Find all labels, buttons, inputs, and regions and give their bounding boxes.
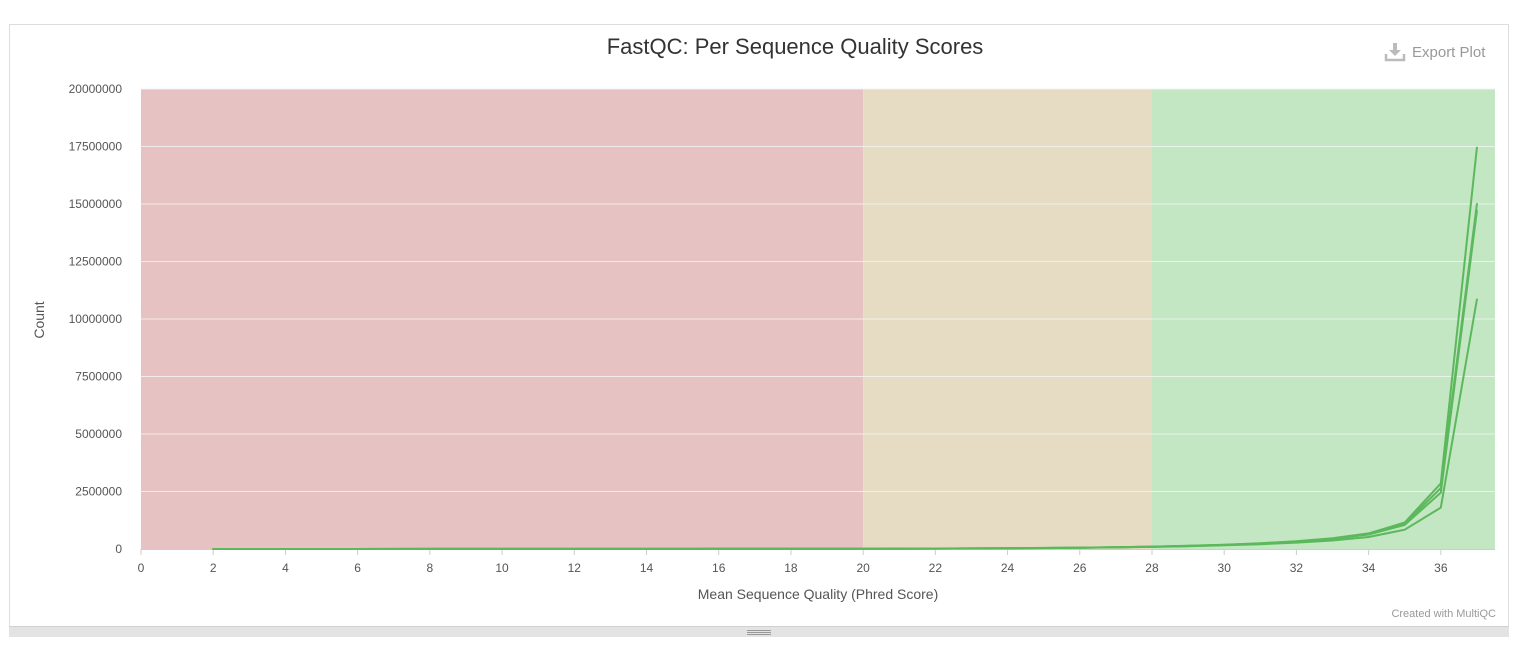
- x-tick-label: 36: [1434, 561, 1448, 575]
- x-tick-label: 26: [1073, 561, 1087, 575]
- export-plot-label: Export Plot: [1412, 43, 1486, 61]
- y-tick-label: 12500000: [69, 255, 123, 269]
- export-plot-button[interactable]: Export Plot: [1384, 42, 1485, 62]
- y-tick-label: 15000000: [69, 197, 123, 211]
- y-tick-label: 10000000: [69, 312, 123, 326]
- grip-icon: [747, 630, 771, 635]
- x-tick-label: 2: [210, 561, 217, 575]
- series-lines: [212, 146, 1478, 550]
- x-tick-label: 22: [929, 561, 943, 575]
- multiqc-credit: Created with MultiQC: [1391, 608, 1496, 620]
- x-tick-label: 30: [1218, 561, 1232, 575]
- x-axis-label: Mean Sequence Quality (Phred Score): [698, 586, 938, 602]
- y-tick-label: 2500000: [75, 485, 122, 499]
- x-tick-label: 6: [354, 561, 361, 575]
- axes: 0 2500000 5000000 7500000 10000000 12500000 15…: [69, 82, 1495, 575]
- x-tick-label: 14: [640, 561, 654, 575]
- x-tick-label: 24: [1001, 561, 1015, 575]
- y-tick-label: 20000000: [69, 82, 123, 96]
- x-tick-label: 34: [1362, 561, 1376, 575]
- plot-resize-handle[interactable]: [9, 626, 1509, 637]
- x-tick-label: 12: [568, 561, 582, 575]
- chart-title: FastQC: Per Sequence Quality Scores: [607, 34, 984, 59]
- x-tick-label: 20: [856, 561, 870, 575]
- x-tick-label: 16: [712, 561, 726, 575]
- y-tick-label: 5000000: [75, 427, 122, 441]
- x-tick-label: 4: [282, 561, 289, 575]
- y-tick-label: 0: [115, 542, 122, 556]
- x-tick-label: 0: [138, 561, 145, 575]
- x-tick-label: 32: [1290, 561, 1304, 575]
- y-axis-label: Count: [31, 301, 47, 338]
- series-line-4[interactable]: [212, 298, 1478, 550]
- x-tick-label: 8: [427, 561, 434, 575]
- download-icon: [1384, 42, 1406, 62]
- x-tick-label: 18: [784, 561, 798, 575]
- x-tick-label: 28: [1145, 561, 1159, 575]
- y-tick-label: 7500000: [75, 370, 122, 384]
- grid-lines: [141, 88, 1495, 492]
- x-tick-label: 10: [495, 561, 509, 575]
- y-tick-label: 17500000: [69, 140, 123, 154]
